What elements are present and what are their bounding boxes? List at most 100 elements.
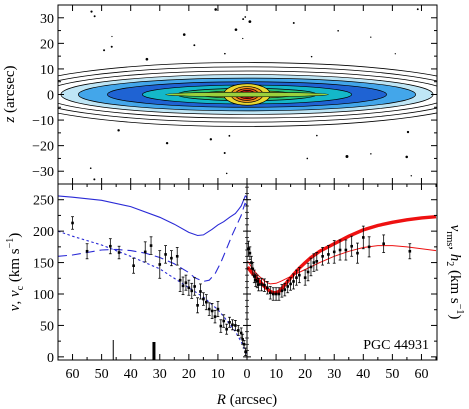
speck-20 <box>209 138 213 141</box>
v-point <box>242 342 246 346</box>
v-point <box>241 337 244 341</box>
speck-28 <box>337 29 339 32</box>
v-point <box>175 254 179 258</box>
speck-44 <box>90 10 93 13</box>
vrms-point <box>303 276 307 279</box>
v-tick-label: 100 <box>33 288 54 303</box>
vrms-point <box>289 282 292 286</box>
vrms-point <box>356 251 359 255</box>
v-point <box>234 324 237 327</box>
z-tick-label: −10 <box>32 114 54 129</box>
z-tick-label: 20 <box>40 37 54 52</box>
speck-39 <box>234 28 238 31</box>
speck-47 <box>242 18 245 21</box>
vc-solid-curve <box>58 195 248 237</box>
vrms-point <box>248 251 252 255</box>
v-tick-label: 0 <box>47 351 54 366</box>
v-point <box>196 304 199 307</box>
isophote-bar <box>165 91 329 98</box>
speck-27 <box>224 52 226 55</box>
vrms-point <box>268 291 272 295</box>
vrms-point <box>271 292 275 296</box>
radial-markers <box>112 340 156 360</box>
vrms-thick-model <box>246 215 437 295</box>
vrms-point <box>298 273 301 277</box>
v-point <box>164 253 167 256</box>
vrms-point <box>252 275 256 278</box>
v-point <box>190 289 194 293</box>
isophote-contours <box>58 62 437 127</box>
vrms-point <box>283 288 287 291</box>
speck-48 <box>145 57 149 61</box>
radius-tick-labels: 60 50 40 30 20 10 0 10 20 30 40 50 60 <box>66 367 429 382</box>
right-dispersion-models <box>246 215 437 295</box>
speck-29 <box>345 155 349 158</box>
speck-53 <box>228 134 231 137</box>
v-tick-label: 200 <box>33 225 54 240</box>
speck-33 <box>193 44 196 47</box>
v-point <box>213 315 217 318</box>
vrms-point <box>338 248 342 252</box>
v-point <box>210 309 214 313</box>
speck-12 <box>310 55 313 58</box>
z-axis-tick-labels: 30 20 10 0 −10 −20 −30 <box>32 12 54 180</box>
speck-1 <box>103 49 106 52</box>
r-tick-label: 0 <box>244 367 251 382</box>
speck-46 <box>244 16 247 18</box>
vrms-point <box>257 283 260 286</box>
v-tick-label: 250 <box>33 194 54 209</box>
z-tick-label: 10 <box>40 63 54 78</box>
r-tick-label: 30 <box>327 367 341 382</box>
speck-8 <box>242 37 244 40</box>
v-point <box>187 286 191 290</box>
bottom-panel-border <box>57 183 438 361</box>
isophote-2 <box>58 70 437 119</box>
vrms-thin-model <box>247 245 437 285</box>
bottom-panel-ticks <box>57 183 437 360</box>
v-point <box>132 264 135 268</box>
speck-40 <box>394 53 396 55</box>
left-velocity-data <box>71 216 247 357</box>
vrms-point <box>327 253 330 256</box>
r-tick-label: 60 <box>414 367 428 382</box>
v-point <box>71 221 74 225</box>
v-point <box>236 329 240 332</box>
r-tick-label: 10 <box>269 367 283 382</box>
r-tick-label: 40 <box>356 367 370 382</box>
speck-10 <box>225 172 228 175</box>
vrms-point <box>247 247 250 251</box>
speck-34 <box>315 134 318 137</box>
z-tick-label: 30 <box>40 12 54 27</box>
speck-35 <box>416 8 419 11</box>
v-point <box>149 244 153 247</box>
vrms-point <box>292 280 295 283</box>
speck-15 <box>182 33 186 36</box>
speck-41 <box>117 129 120 132</box>
vrms-point <box>321 254 324 258</box>
speck-45 <box>370 153 372 155</box>
v-point <box>216 307 220 311</box>
velocity-tick-labels: 0 50 100 150 200 250 <box>33 194 54 366</box>
vrms-point <box>408 249 412 253</box>
v-tick-label: 150 <box>33 257 54 272</box>
v-point <box>207 307 211 311</box>
v-point <box>85 249 89 253</box>
vrms-point <box>315 260 319 263</box>
v-point <box>170 256 173 260</box>
r-tick-label: 50 <box>95 367 109 382</box>
r-tick-label: 20 <box>182 367 196 382</box>
vrms-point <box>350 244 353 248</box>
x-axis-label: R (arcsec) <box>216 392 277 408</box>
vrms-point <box>295 276 298 279</box>
vrms-point <box>312 261 316 264</box>
surface-brightness-panel: 30 20 10 0 −10 −20 −30 z (arcsec) <box>2 4 438 185</box>
v-point <box>109 244 112 248</box>
r-tick-label: 40 <box>124 367 138 382</box>
isophote-1 <box>58 66 437 123</box>
v-point <box>184 281 188 284</box>
z-tick-label: 0 <box>47 89 54 104</box>
isophote-0 <box>58 62 437 127</box>
v-point <box>204 300 208 304</box>
left-y-axis-label: v, vc (km s−1) <box>5 233 26 311</box>
